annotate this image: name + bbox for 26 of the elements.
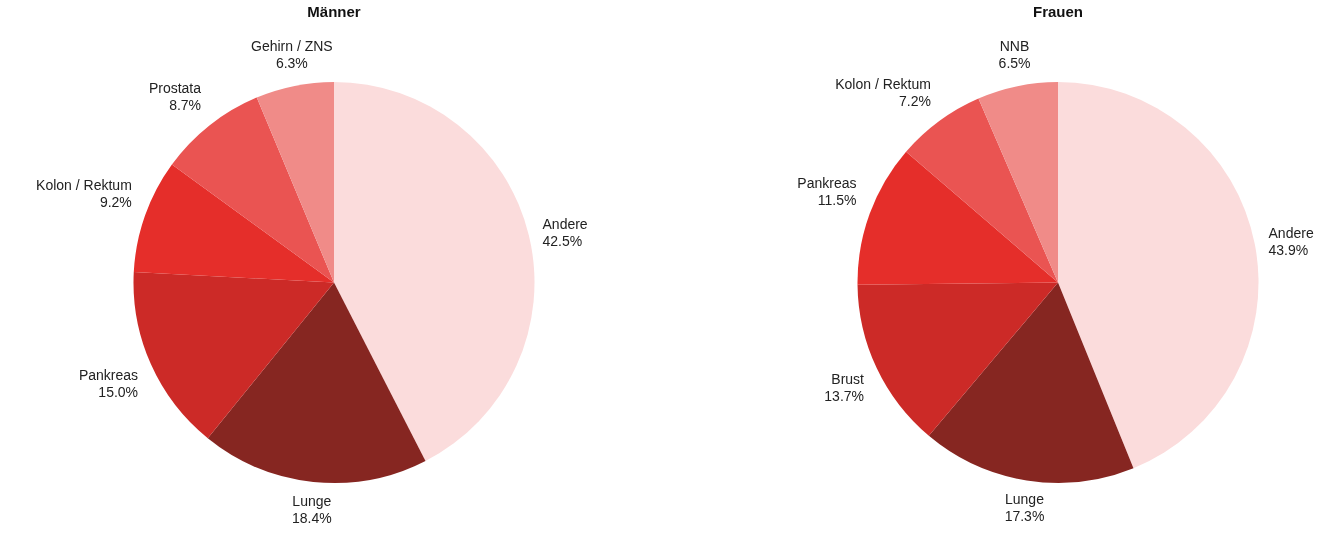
slice-label: Andere xyxy=(1268,224,1314,241)
slice-label: Pankreas xyxy=(797,174,857,191)
chart-title: Frauen xyxy=(1032,3,1084,21)
slice-label: Kolon / Rektum xyxy=(36,176,132,193)
slice-label: Gehirn / ZNS xyxy=(251,38,333,55)
data-label: 9.2% xyxy=(99,193,132,210)
slice-label: Lunge xyxy=(1005,491,1045,508)
slice-label: Brust xyxy=(831,371,865,388)
data-label: 42.5% xyxy=(542,232,583,249)
data-label: 6.5% xyxy=(998,55,1031,72)
data-label: 11.5% xyxy=(817,191,857,208)
chart-title: Männer xyxy=(307,3,361,21)
data-label: 43.9% xyxy=(1268,241,1309,258)
slice-label: Lunge xyxy=(292,492,332,509)
slice-label: Andere xyxy=(542,215,588,232)
data-label: 15.0% xyxy=(98,383,139,400)
data-label: 7.2% xyxy=(899,92,931,109)
slice-label: Pankreas xyxy=(78,366,139,383)
data-label: 8.7% xyxy=(169,97,202,114)
data-label: 13.7% xyxy=(824,388,865,405)
data-label: 18.4% xyxy=(291,509,332,526)
data-label: 17.3% xyxy=(1004,508,1045,525)
slice-label: Kolon / Rektum xyxy=(835,75,931,92)
data-label: 6.3% xyxy=(275,55,308,72)
slice-label: Prostata xyxy=(148,80,202,97)
slice-label: NNB xyxy=(999,38,1030,55)
